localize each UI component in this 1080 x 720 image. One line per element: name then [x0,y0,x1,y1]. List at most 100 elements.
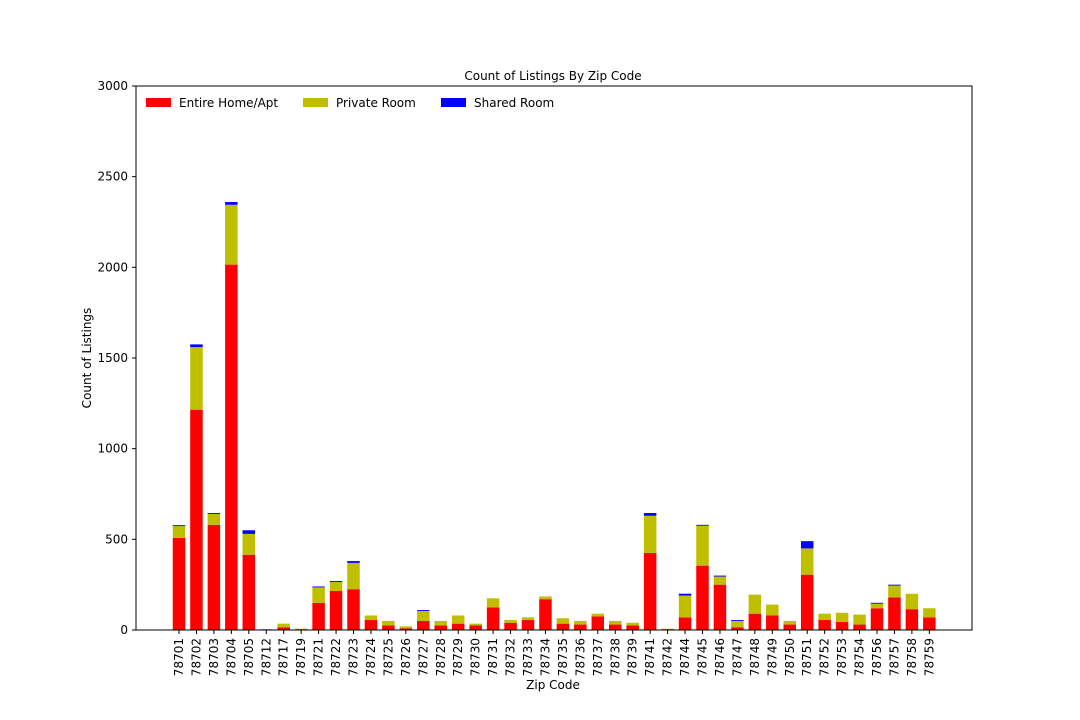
bar-78753-series-0 [835,621,849,630]
bar-78757-series-1 [888,585,901,598]
x-tick-label: 78731 [486,638,500,676]
x-tick-label: 78721 [312,638,326,676]
legend-label-0: Entire Home/Apt [179,96,278,110]
bar-78747-series-2 [731,620,744,621]
x-tick-label: 78728 [434,638,448,676]
x-tick-label: 78753 [835,638,849,676]
bar-78758-series-1 [905,593,919,610]
x-tick-label: 78748 [748,638,762,676]
bar-78744-series-1 [678,595,692,618]
bar-78746-series-1 [713,576,727,585]
bar-78747-series-0 [731,627,744,630]
bar-78705-series-1 [242,533,256,555]
bar-78753-series-1 [835,612,849,622]
x-tick-label: 78732 [504,638,518,676]
bar-78703-series-1 [207,513,221,525]
x-tick-label: 78723 [347,638,361,676]
bar-78747-series-1 [731,620,744,628]
y-tick-label: 0 [120,623,128,637]
y-tick-label: 3000 [97,79,128,93]
bar-78728-series-1 [434,620,447,626]
bar-78727-series-0 [417,620,430,630]
bar-78725-series-0 [382,625,395,630]
x-tick-label: 78701 [172,638,186,676]
bar-78759-series-1 [923,608,936,618]
bar-78751-series-2 [800,541,814,549]
bar-78703-series-0 [207,524,221,630]
bar-78727-series-1 [417,610,430,621]
bar-78723-series-2 [347,561,360,563]
bar-78724-series-1 [364,615,378,621]
bar-78701-series-2 [172,525,186,527]
x-tick-label: 78742 [661,638,675,676]
y-axis-title: Count of Listings [80,308,94,409]
chart-title: Count of Listings By Zip Code [464,69,641,83]
legend-swatch-2 [441,98,466,107]
x-tick-label: 78736 [573,638,587,676]
x-tick-label: 78739 [626,638,640,676]
bar-78732-series-0 [504,622,517,630]
bar-78750-series-0 [783,624,796,630]
x-tick-label: 78751 [800,638,814,676]
bar-78731-series-0 [486,607,500,630]
x-tick-label: 78759 [922,638,936,676]
bar-78726-series-1 [399,626,413,629]
x-tick-label: 78757 [887,638,901,676]
legend: Entire Home/Apt Private Room Shared Room [146,96,554,110]
y-tick-label: 1000 [97,442,128,456]
x-tick-label: 78756 [870,638,884,676]
bar-78726-series-0 [399,628,413,630]
bar-78756-series-1 [870,603,884,609]
bar-78757-series-0 [888,597,901,630]
bar-78748-series-1 [748,594,762,614]
x-tick-label: 78719 [294,638,308,676]
x-tick-label: 78704 [224,638,238,676]
bar-78717-series-0 [277,627,290,630]
bar-78723-series-0 [347,589,360,630]
x-tick-label: 78746 [713,638,727,676]
y-axis: 0 500 1000 1500 2000 2500 3000 [97,79,136,637]
bar-78701-series-1 [172,526,186,538]
bar-78722-series-0 [329,591,343,630]
bar-78719-series-1 [294,628,308,630]
bar-78724-series-0 [364,620,378,630]
x-tick-label: 78733 [521,638,535,676]
bar-78712-series-1 [260,629,273,630]
bar-78741-series-0 [643,552,657,630]
x-tick-label: 78730 [469,638,483,676]
bar-78754-series-0 [853,624,866,630]
x-axis-title: Zip Code [526,678,580,692]
bar-78730-series-1 [469,623,482,626]
bar-78725-series-1 [382,620,395,626]
x-tick-label: 78738 [608,638,622,676]
bar-78745-series-1 [696,525,709,566]
bar-78722-series-1 [329,581,343,592]
bar-78738-series-1 [609,620,622,625]
bar-78756-series-2 [870,602,884,604]
bar-78704-series-2 [225,202,238,205]
y-tick-label: 1500 [97,351,128,365]
x-tick-label: 78745 [696,638,710,676]
bar-78733-series-1 [521,617,535,621]
bar-78735-series-0 [556,623,570,630]
bar-78746-series-0 [713,584,727,630]
x-tick-label: 78734 [538,638,552,676]
bar-78749-series-1 [766,604,779,616]
bar-78744-series-0 [678,617,692,630]
bar-78754-series-1 [853,614,866,625]
bar-78759-series-0 [923,617,936,630]
x-tick-label: 78747 [730,638,744,676]
bar-78731-series-1 [486,598,500,608]
x-tick-label: 78725 [381,638,395,676]
bar-78738-series-0 [609,624,622,630]
x-tick-label: 78722 [329,638,343,676]
bar-78736-series-1 [574,620,587,625]
bar-78734-series-1 [539,596,552,600]
bar-78722-series-2 [329,581,343,582]
bar-78721-series-2 [312,586,325,588]
bar-78739-series-0 [626,625,639,630]
bar-78729-series-1 [451,615,465,624]
bar-78737-series-0 [591,616,605,630]
bar-78702-series-1 [190,347,203,410]
